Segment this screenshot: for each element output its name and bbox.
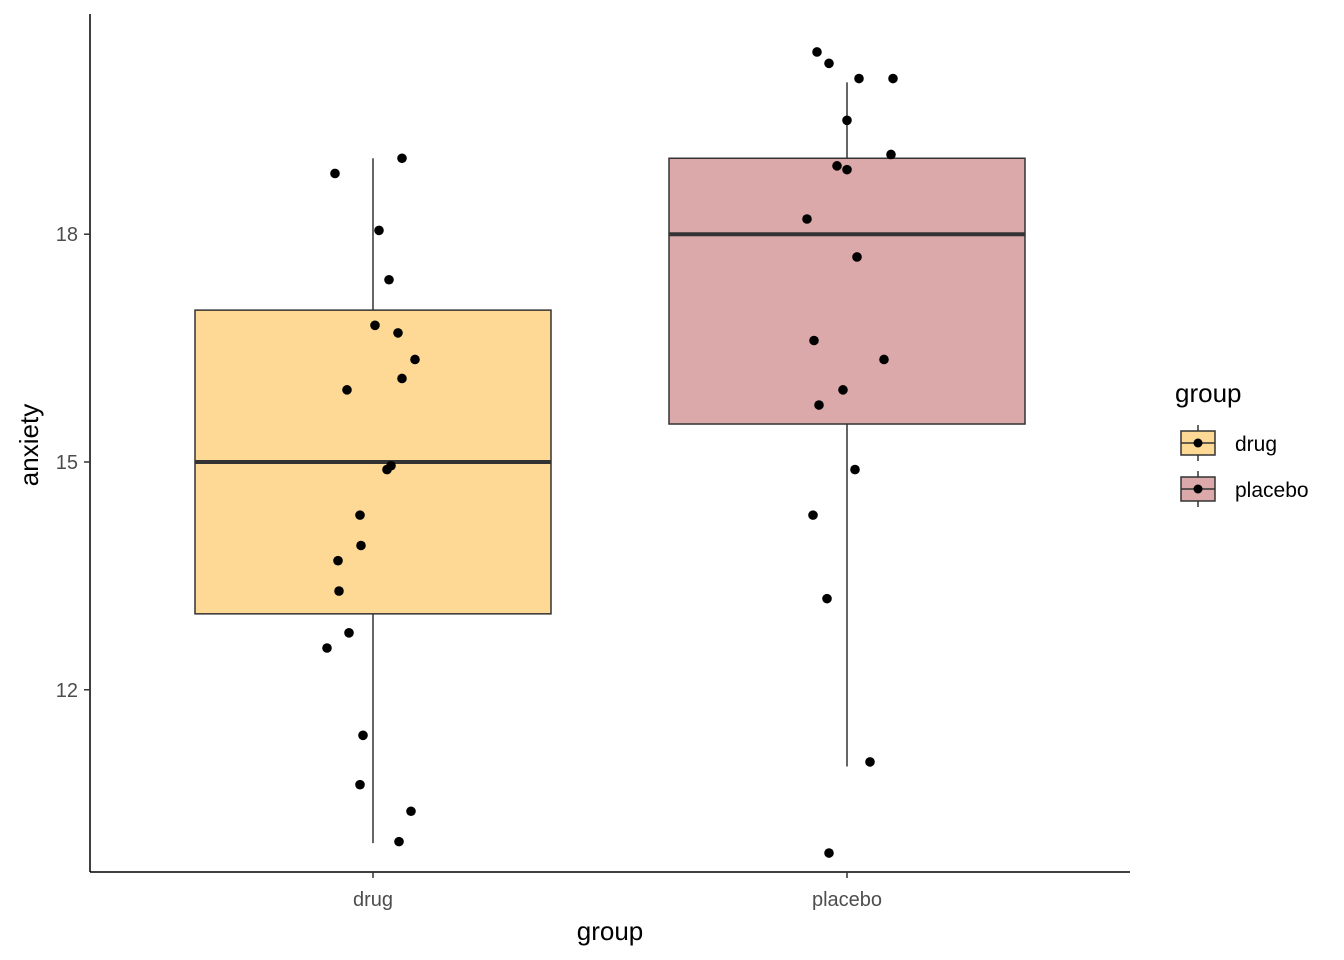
legend-keys: drug placebo bbox=[1180, 425, 1309, 507]
legend-label-placebo: placebo bbox=[1235, 479, 1309, 502]
data-point-placebo-6 bbox=[832, 161, 842, 171]
box-drug bbox=[194, 158, 552, 844]
data-point-placebo-12 bbox=[838, 385, 848, 395]
box-rect-placebo bbox=[668, 157, 1026, 425]
x-tick-label-placebo: placebo bbox=[812, 889, 882, 911]
data-point-placebo-5 bbox=[886, 149, 896, 160]
legend-title: group bbox=[1175, 378, 1242, 408]
legend-label-drug: drug bbox=[1235, 433, 1277, 456]
data-point-drug-20 bbox=[394, 836, 404, 847]
data-point-placebo-14 bbox=[850, 464, 860, 475]
y-axis-title: anxiety bbox=[14, 404, 44, 486]
data-point-drug-12 bbox=[333, 555, 343, 566]
data-point-drug-2 bbox=[374, 225, 384, 236]
data-point-placebo-3 bbox=[888, 73, 898, 84]
plot-area bbox=[194, 47, 1026, 858]
data-point-placebo-9 bbox=[852, 252, 862, 262]
data-point-placebo-7 bbox=[842, 164, 852, 175]
data-point-placebo-8 bbox=[802, 214, 812, 224]
data-point-drug-15 bbox=[344, 628, 354, 638]
data-point-drug-16 bbox=[322, 643, 332, 653]
data-point-drug-10 bbox=[382, 464, 392, 475]
legend-key-placebo: placebo bbox=[1180, 471, 1309, 507]
data-point-drug-0 bbox=[330, 168, 340, 179]
box-placebo bbox=[668, 82, 1026, 767]
data-point-placebo-13 bbox=[814, 400, 824, 410]
y-tick-label-15: 15 bbox=[56, 452, 78, 474]
x-axis-title: group bbox=[577, 916, 644, 946]
points-placebo bbox=[802, 47, 898, 858]
data-point-drug-17 bbox=[358, 730, 368, 741]
data-point-drug-1 bbox=[397, 153, 407, 164]
data-point-placebo-17 bbox=[865, 757, 875, 767]
data-point-placebo-18 bbox=[824, 848, 834, 858]
x-tick-label-drug: drug bbox=[353, 889, 393, 911]
data-point-placebo-11 bbox=[879, 354, 889, 365]
data-point-placebo-4 bbox=[842, 115, 852, 126]
data-point-placebo-2 bbox=[854, 73, 864, 84]
data-point-drug-14 bbox=[334, 586, 344, 596]
x-axis-ticks: drug placebo bbox=[353, 872, 882, 911]
legend-key-point-drug bbox=[1193, 438, 1203, 448]
data-point-placebo-0 bbox=[812, 47, 822, 57]
y-tick-label-18: 18 bbox=[56, 224, 78, 246]
data-point-drug-8 bbox=[342, 385, 352, 395]
y-tick-label-12: 12 bbox=[56, 680, 78, 702]
data-point-placebo-1 bbox=[824, 58, 834, 69]
data-point-placebo-15 bbox=[808, 510, 818, 520]
data-point-drug-6 bbox=[410, 354, 420, 365]
y-axis-ticks: 12 15 18 bbox=[56, 224, 90, 702]
data-point-drug-3 bbox=[384, 274, 394, 285]
data-point-drug-13 bbox=[356, 540, 366, 551]
data-point-drug-4 bbox=[370, 320, 380, 331]
points-drug bbox=[322, 153, 420, 847]
data-point-drug-11 bbox=[355, 510, 365, 520]
data-point-drug-19 bbox=[406, 806, 416, 817]
legend-key-drug: drug bbox=[1180, 425, 1277, 461]
data-point-drug-7 bbox=[397, 373, 407, 384]
data-point-placebo-16 bbox=[822, 593, 832, 604]
legend-key-point-placebo bbox=[1193, 484, 1203, 494]
data-point-drug-18 bbox=[355, 779, 365, 790]
data-point-drug-5 bbox=[393, 328, 403, 338]
legend: group drug placebo bbox=[1175, 378, 1309, 507]
data-point-placebo-10 bbox=[809, 335, 819, 346]
